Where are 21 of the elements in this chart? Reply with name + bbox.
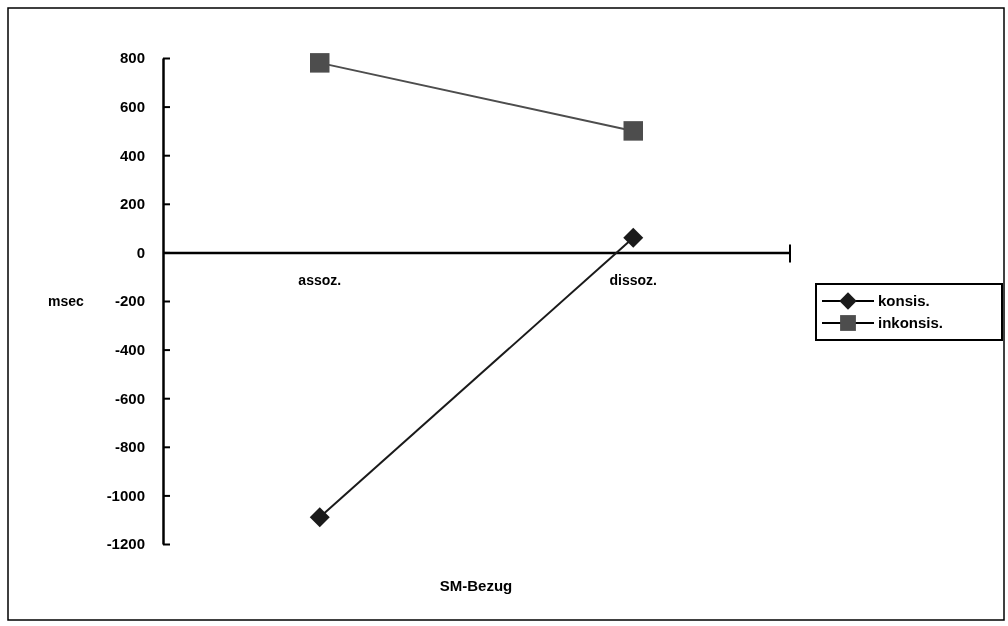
legend-label: konsis.	[878, 292, 930, 309]
y-tick-label: -1200	[106, 535, 145, 553]
y-tick-label: 0	[136, 243, 145, 261]
y-tick-label: -600	[114, 389, 145, 407]
legend-label: inkonsis.	[878, 314, 944, 331]
x-tick-label: assoz.	[298, 272, 342, 289]
x-axis-title: SM-Bezug	[439, 577, 513, 594]
point	[310, 53, 330, 73]
point	[309, 507, 330, 528]
y-tick-label: 200	[119, 195, 145, 213]
y-tick-label: -1000	[106, 486, 145, 504]
x-tick-label: dissoz.	[609, 272, 657, 289]
y-tick-label: 400	[119, 146, 145, 164]
y-tick-label: -800	[114, 438, 145, 456]
point	[623, 121, 643, 141]
y-tick-label: -400	[114, 340, 145, 358]
y-axis-title: msec	[48, 293, 85, 309]
point	[623, 227, 644, 248]
y-tick-label: -200	[114, 292, 145, 310]
y-tick-label: 800	[119, 49, 145, 67]
y-tick-label: 600	[119, 97, 145, 115]
